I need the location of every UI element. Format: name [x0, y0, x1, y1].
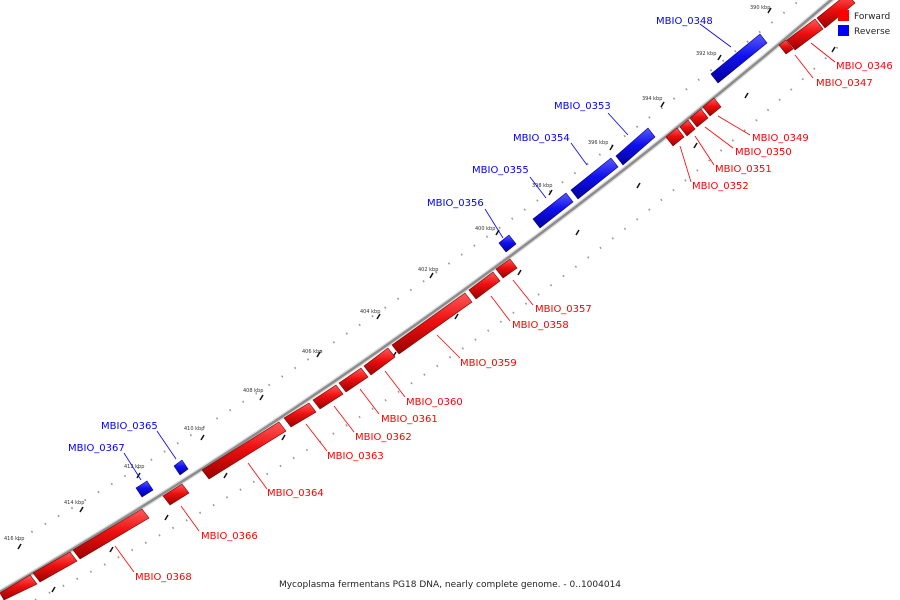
gene-mbio-0349[interactable] — [702, 97, 722, 117]
tick-label: 416 kbp — [4, 536, 24, 542]
tick-label: 414 kbp — [64, 500, 84, 506]
gene-label-mbio-0357[interactable]: MBIO_0357 — [535, 304, 592, 315]
gene-mbio-0361[interactable] — [338, 367, 369, 393]
tick-label: 396 kbp — [588, 140, 608, 146]
legend: Forward Reverse — [838, 10, 891, 37]
gene-mbio-0355[interactable] — [532, 192, 574, 229]
gene-label-mbio-0361[interactable]: MBIO_0361 — [381, 414, 438, 425]
gene-label-mbio-0367[interactable]: MBIO_0367 — [68, 443, 125, 454]
gene-label-mbio-0365[interactable]: MBIO_0365 — [101, 421, 158, 432]
gene-mbio-0352[interactable] — [665, 127, 685, 147]
gene-mbio-0358[interactable] — [468, 271, 501, 300]
gene-label-mbio-0354[interactable]: MBIO_0354 — [513, 133, 570, 144]
gene-mbio-0366[interactable] — [162, 483, 190, 506]
map-caption: Mycoplasma fermentans PG18 DNA, nearly c… — [279, 580, 621, 590]
gene-mbio-0351[interactable] — [679, 119, 696, 137]
gene-mbio-0363[interactable] — [283, 402, 317, 428]
tick-labels: 390 kbp 392 kbp 394 kbp 396 kbp 398 kbp … — [4, 5, 770, 542]
legend-forward-label: Forward — [854, 12, 890, 22]
gene-label-mbio-0356[interactable]: MBIO_0356 — [427, 198, 484, 209]
gene-label-mbio-0362[interactable]: MBIO_0362 — [355, 432, 412, 443]
tick-label: 408 kbp — [243, 388, 263, 394]
gene-mbio-0360[interactable] — [363, 347, 396, 376]
gene-mbio-0350[interactable] — [689, 108, 709, 128]
legend-reverse-label: Reverse — [854, 27, 891, 37]
gene-label-mbio-0351[interactable]: MBIO_0351 — [715, 164, 772, 175]
tick-label: 402 kbp — [418, 267, 438, 273]
gene-label-mbio-0347[interactable]: MBIO_0347 — [816, 78, 873, 89]
gene-label-mbio-0368[interactable]: MBIO_0368 — [135, 572, 192, 583]
gene-mbio-0347[interactable] — [778, 39, 794, 55]
gene-label-mbio-0364[interactable]: MBIO_0364 — [267, 488, 324, 499]
gene-mbio-0367[interactable] — [135, 480, 154, 498]
tick-label: 392 kbp — [696, 51, 716, 57]
gene-label-mbio-0350[interactable]: MBIO_0350 — [735, 147, 792, 158]
gene-label-mbio-0363[interactable]: MBIO_0363 — [327, 451, 384, 462]
tick-label: 398 kbp — [532, 183, 552, 189]
tick-label: 406 kbp — [302, 349, 322, 355]
gene-mbio-0368[interactable] — [0, 508, 150, 600]
tick-label: 394 kbp — [642, 96, 662, 102]
gene-label-mbio-0353[interactable]: MBIO_0353 — [554, 101, 611, 112]
gene-label-mbio-0348[interactable]: MBIO_0348 — [656, 16, 713, 27]
gene-mbio-0346[interactable] — [786, 0, 856, 51]
outer-dotted-arc — [17, 0, 801, 541]
tick-marks — [17, 7, 836, 593]
gene-label-mbio-0359[interactable]: MBIO_0359 — [460, 358, 517, 369]
gene-label-mbio-0358[interactable]: MBIO_0358 — [512, 320, 569, 331]
tick-label: 400 kbp — [475, 226, 495, 232]
gene-mbio-0364[interactable] — [201, 421, 287, 480]
gene-label-mbio-0366[interactable]: MBIO_0366 — [201, 531, 258, 542]
gene-mbio-0357[interactable] — [495, 258, 518, 279]
gene-mbio-0348[interactable] — [710, 33, 768, 84]
tick-label: 404 kbp — [360, 309, 380, 315]
gene-label-mbio-0352[interactable]: MBIO_0352 — [692, 181, 749, 192]
gene-mbio-0354[interactable] — [570, 157, 619, 200]
gene-mbio-0356[interactable] — [498, 234, 517, 253]
gene-label-mbio-0349[interactable]: MBIO_0349 — [752, 133, 809, 144]
gene-mbio-0359[interactable] — [391, 292, 473, 355]
tick-label: 412 kbp — [124, 464, 144, 470]
gene-mbio-0362[interactable] — [312, 384, 344, 410]
gene-label-mbio-0355[interactable]: MBIO_0355 — [472, 165, 529, 176]
leader-lines — [114, 23, 836, 573]
legend-forward-swatch — [838, 10, 849, 21]
legend-reverse-swatch — [838, 25, 849, 36]
gene-label-mbio-0346[interactable]: MBIO_0346 — [836, 61, 893, 72]
inner-dotted-arc — [34, 44, 841, 600]
gene-label-mbio-0360[interactable]: MBIO_0360 — [406, 397, 463, 408]
tick-label: 390 kbp — [750, 5, 770, 11]
tick-label: 410 kbp — [184, 426, 204, 432]
gene-mbio-0353[interactable] — [615, 127, 656, 166]
gene-mbio-0365[interactable] — [173, 459, 189, 476]
